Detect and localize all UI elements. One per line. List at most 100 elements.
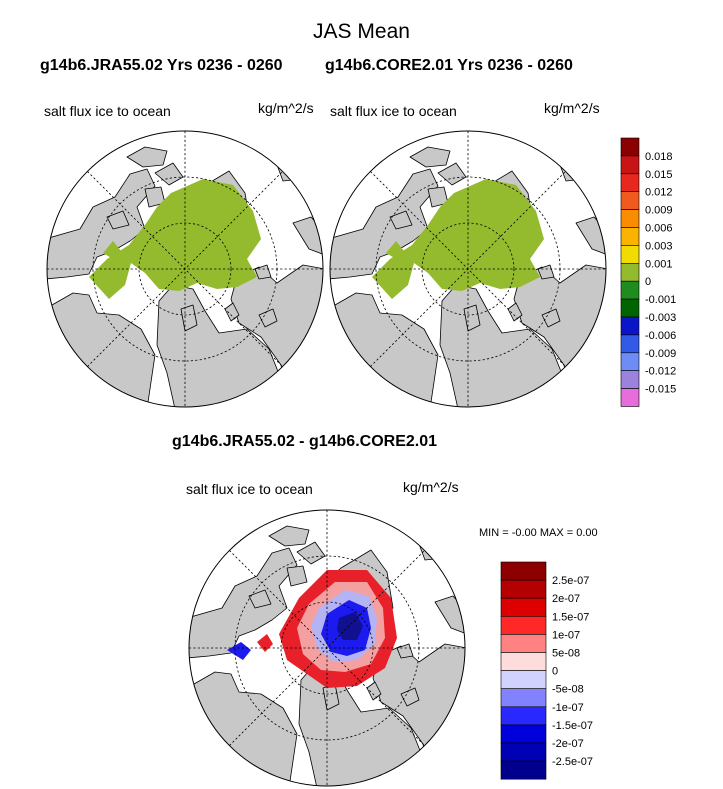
panel2-polar-map [329, 130, 607, 408]
svalbard [254, 264, 272, 280]
colorbar-box [500, 670, 547, 689]
colorbar-tick-label: -2e-07 [552, 738, 584, 750]
colorbar-box [500, 724, 547, 744]
colorbar-tick-label: -0.009 [645, 348, 676, 360]
canadian-archipelago-island [106, 210, 130, 230]
ice-patch-archipelago [103, 241, 121, 259]
north-america-mainland [47, 168, 156, 280]
colorbar-tick-label: 0.001 [645, 258, 673, 270]
colorbar-tick-label: -5e-08 [552, 684, 584, 696]
map-border [329, 130, 607, 408]
colorbar-tick-label: 0.012 [645, 187, 673, 199]
colorbar-box [500, 561, 547, 581]
colorbar-tick-label: -0.015 [645, 384, 676, 396]
colorbar-box [500, 579, 547, 599]
positive-patch-archipelago [257, 634, 273, 652]
panel3-minmax: MIN = -0.00 MAX = 0.00 [479, 527, 598, 539]
canadian-archipelago-island [296, 541, 326, 565]
negative-patch-archipelago [227, 642, 251, 660]
colorbar-tick-label: 0.018 [645, 151, 673, 163]
novaya-zemlya [258, 308, 278, 328]
severnaya-zemlya [224, 302, 240, 322]
colorbar-box [620, 352, 640, 372]
longitude-line [87, 171, 283, 367]
colorbar-tick-label: 0.006 [645, 223, 673, 235]
colorbar-tick-label: 0 [552, 666, 558, 678]
panel2-variable-label: salt flux ice to ocean [330, 103, 457, 119]
canadian-archipelago-island [154, 162, 184, 186]
canadian-archipelago-island [126, 146, 168, 168]
lat-lon-gridlines [47, 131, 323, 407]
colorbar-box [620, 263, 640, 282]
colorbar-tick-label: 2.5e-07 [552, 575, 589, 587]
colorbar-box [500, 706, 547, 726]
colorbar-tick-label: -1e-07 [552, 702, 584, 714]
canadian-archipelago-island [409, 146, 451, 168]
colorbar-tick-label: 1e-07 [552, 629, 580, 641]
lat-lon-gridlines [330, 131, 606, 407]
colorbar-box [620, 137, 640, 157]
severnaya-zemlya [507, 302, 523, 322]
colorbar-tick-label: -0.006 [645, 330, 676, 342]
panel3-variable-label: salt flux ice to ocean [186, 481, 313, 497]
lat-lon-gridlines [189, 510, 465, 786]
colorbar-box [620, 370, 640, 389]
canadian-archipelago-island [437, 162, 467, 186]
colorbar-box [620, 280, 640, 300]
panel3-difference-map [188, 509, 466, 787]
canadian-archipelago-island [268, 525, 310, 547]
colorbar-box [500, 760, 547, 780]
panel2-units-label: kg/m^2/s [544, 100, 600, 116]
north-america-mainland [189, 547, 298, 659]
panel3-case-title: g14b6.JRA55.02 - g14b6.CORE2.01 [172, 433, 438, 450]
colorbar-tick-label: 0.015 [645, 169, 673, 181]
ice-salt-flux-field [89, 179, 261, 299]
canadian-archipelago-island [389, 210, 413, 230]
svalbard [396, 643, 414, 659]
colorbar-box [500, 615, 547, 635]
colorbar-box [620, 191, 640, 210]
map-border [188, 509, 466, 787]
colorbar-box [620, 334, 640, 354]
ice-covered-region [372, 179, 544, 299]
colorbar-tick-label: 0 [645, 276, 651, 288]
panel1-polar-map [46, 130, 324, 408]
difference-field [227, 570, 397, 688]
colorbar-box [620, 155, 640, 175]
novaya-zemlya [541, 308, 561, 328]
latitude-circle [421, 222, 515, 316]
colorbar-tick-label: -0.003 [645, 312, 676, 324]
north-america-mainland [330, 168, 439, 280]
colorbar-box [620, 298, 640, 318]
colorbar-tick-label: -0.012 [645, 366, 676, 378]
latitude-circle [280, 601, 374, 695]
colorbar-tick-label: -1.5e-07 [552, 720, 593, 732]
colorbar-tick-label: 5e-08 [552, 648, 580, 660]
map-border [46, 130, 324, 408]
colorbar-box [500, 688, 547, 708]
ice-covered-region [89, 179, 261, 299]
panel3-units-label: kg/m^2/s [403, 479, 459, 495]
ice-patch-archipelago [386, 241, 404, 259]
svalbard [537, 264, 555, 280]
colorbar-box [500, 652, 547, 671]
top-colorbar: 0.018 0.015 0.012 0.009 0.006 0.003 0.001 0 -0.0… [620, 137, 676, 407]
colorbar-tick-label: -0.001 [645, 294, 676, 306]
canadian-archipelago-island [248, 589, 272, 609]
ice-salt-flux-field [372, 179, 544, 299]
panel1-case-title: g14b6.JRA55.02 Yrs 0236 - 0260 [40, 57, 283, 74]
colorbar-box [620, 227, 640, 246]
colorbar-box [500, 597, 547, 617]
colorbar-tick-label: 1.5e-07 [552, 611, 589, 623]
figure-title: JAS Mean [313, 20, 410, 43]
difference-colorbar: 2.5e-07 2e-07 1.5e-07 1e-07 5e-08 0 -5e-08 -1e-… [500, 561, 593, 780]
colorbar-tick-label: 0.003 [645, 240, 673, 252]
longitude-line [229, 550, 425, 746]
colorbar-box [500, 742, 547, 762]
latitude-circle [138, 222, 232, 316]
colorbar-tick-label: 0.009 [645, 205, 673, 217]
novaya-zemlya [400, 687, 420, 707]
colorbar-tick-label: 2e-07 [552, 593, 580, 605]
panel1-units-label: kg/m^2/s [258, 100, 314, 116]
canadian-archipelago-island [286, 565, 308, 587]
